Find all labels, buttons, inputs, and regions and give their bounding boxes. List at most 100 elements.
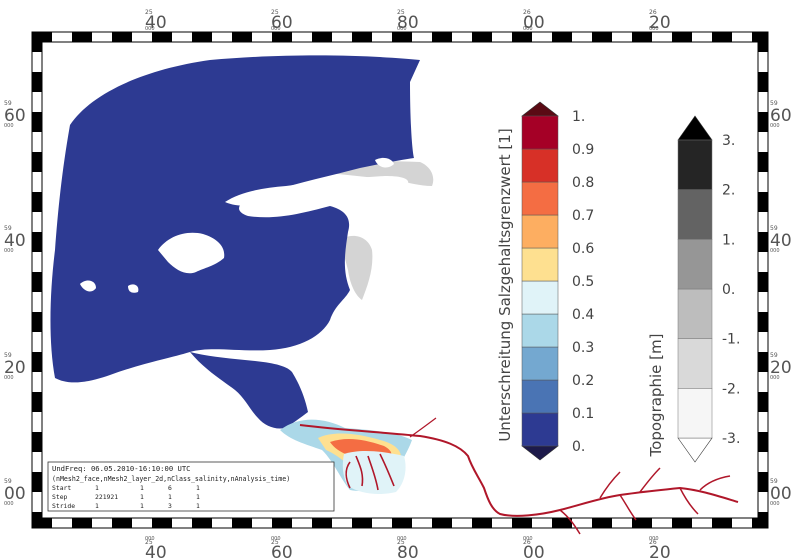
- salinity-tick-label: 0.6: [572, 241, 594, 257]
- tick-label-sup: 25: [397, 9, 405, 16]
- tick-label-main: 00: [523, 543, 545, 560]
- frame-tick: [758, 272, 768, 292]
- topo-segment: [677, 189, 713, 240]
- info-cell: 1: [95, 484, 99, 492]
- tick-label-sub: 000: [523, 26, 533, 32]
- tick-label-main: 20: [649, 543, 671, 560]
- tick-label-main: 60: [770, 106, 792, 126]
- salinity-tick-label: 0.: [572, 439, 585, 455]
- frame-tick: [472, 518, 492, 528]
- frame-tick: [512, 518, 532, 528]
- tick-label-main: 80: [397, 13, 419, 33]
- info-cell: 1: [196, 502, 200, 510]
- info-cell: 6: [168, 484, 172, 492]
- topo-segment: [677, 288, 713, 339]
- topo-under-triangle: [677, 437, 713, 463]
- info-cell: 221921: [95, 493, 118, 501]
- info-cell: 1: [196, 484, 200, 492]
- tick-label-sup: 25: [271, 9, 279, 16]
- salinity-segment: [521, 214, 559, 249]
- tick-label-main: 00: [523, 13, 545, 33]
- frame-tick: [472, 32, 492, 42]
- frame-tick: [758, 472, 768, 492]
- salinity-segment: [521, 280, 559, 315]
- tick-label-sup: 59: [770, 478, 778, 485]
- frame-tick: [758, 112, 768, 132]
- frame-tick: [758, 152, 768, 172]
- tick-label-main: 40: [145, 543, 167, 560]
- topo-tick-label: 0.: [722, 282, 735, 298]
- salinity-tick-label: 0.1: [572, 406, 594, 422]
- frame-tick: [152, 32, 172, 42]
- salinity-tick-label: 0.2: [572, 373, 594, 389]
- frame-tick: [32, 112, 42, 132]
- tick-label-sub: 000: [770, 123, 780, 129]
- salinity-segment: [521, 181, 559, 216]
- frame-tick: [758, 512, 768, 528]
- info-cell: Step: [52, 493, 68, 501]
- tick-label-sup: 26: [523, 539, 531, 546]
- topo-tick-label: -3.: [722, 431, 740, 447]
- tick-label-main: 00: [770, 484, 792, 504]
- frame-tick: [112, 518, 132, 528]
- frame-tick: [312, 518, 332, 528]
- topo-tick-label: 3.: [722, 133, 735, 149]
- frame-tick: [632, 32, 652, 42]
- salinity-tick-label: 0.7: [572, 208, 594, 224]
- frame-tick: [758, 192, 768, 212]
- frame-tick: [192, 32, 212, 42]
- info-box: UndFreq: 06.05.2010-16:10:00 UTC (nMesh2…: [47, 461, 335, 512]
- salinity-segment: [521, 379, 559, 414]
- info-cell: 1: [95, 502, 99, 510]
- salinity-segment: [521, 346, 559, 381]
- tick-label-sup: 25: [397, 539, 405, 546]
- frame-tick: [432, 518, 452, 528]
- frame-tick: [758, 72, 768, 92]
- frame-tick: [392, 518, 412, 528]
- salinity-tick-label: 1.: [572, 109, 585, 125]
- map-area: [50, 55, 739, 535]
- frame-tick: [758, 312, 768, 332]
- frame-tick: [592, 32, 612, 42]
- tick-label-main: 40: [770, 231, 792, 251]
- tick-label-sub: 000: [271, 26, 281, 32]
- salinity-over-triangle: [521, 101, 559, 117]
- frame-tick: [592, 518, 612, 528]
- tick-label-sub: 000: [649, 26, 659, 32]
- frame-tick: [32, 232, 42, 252]
- tick-label-sub: 000: [649, 536, 659, 542]
- frame-tick: [112, 32, 132, 42]
- frame-tick: [32, 272, 42, 292]
- topography-colorbar-title: Topographie [m]: [647, 334, 665, 458]
- frame-tick: [272, 518, 292, 528]
- tick-label-sup: 59: [4, 100, 12, 107]
- island-small-3: [375, 157, 394, 168]
- salinity-tick-label: 0.4: [572, 307, 594, 323]
- tick-label-sup: 26: [649, 9, 657, 16]
- southern-basin: [190, 352, 308, 429]
- frame-tick: [32, 352, 42, 372]
- frame-tick: [552, 518, 572, 528]
- tick-label-sub: 000: [770, 501, 780, 507]
- frame-tick: [32, 392, 42, 412]
- frame-tick: [312, 32, 332, 42]
- info-cell: 1: [140, 493, 144, 501]
- salinity-tick-label: 0.5: [572, 274, 594, 290]
- frame-tick: [758, 32, 768, 52]
- topo-tick-label: 2.: [722, 183, 735, 199]
- frame-tick: [32, 32, 42, 52]
- salinity-colorbar: 0. 0.1 0.2 0.3 0.4 0.5 0.6 0.7 0.8 0.9 1.: [521, 101, 594, 461]
- frame-tick: [552, 32, 572, 42]
- river-network: [299, 417, 739, 535]
- tick-label-sup: 25: [271, 539, 279, 546]
- island-large: [225, 176, 409, 206]
- info-line-2: (nMesh2_face,nMesh2_layer_2d,nClass_sali…: [52, 475, 290, 483]
- topo-segment: [677, 239, 713, 290]
- info-cell: 3: [168, 502, 172, 510]
- info-line-1: UndFreq: 06.05.2010-16:10:00 UTC: [52, 464, 190, 473]
- topo-segment: [677, 388, 713, 439]
- frame-tick: [392, 32, 412, 42]
- frame-tick: [32, 72, 42, 92]
- tick-label-sub: 000: [4, 501, 14, 507]
